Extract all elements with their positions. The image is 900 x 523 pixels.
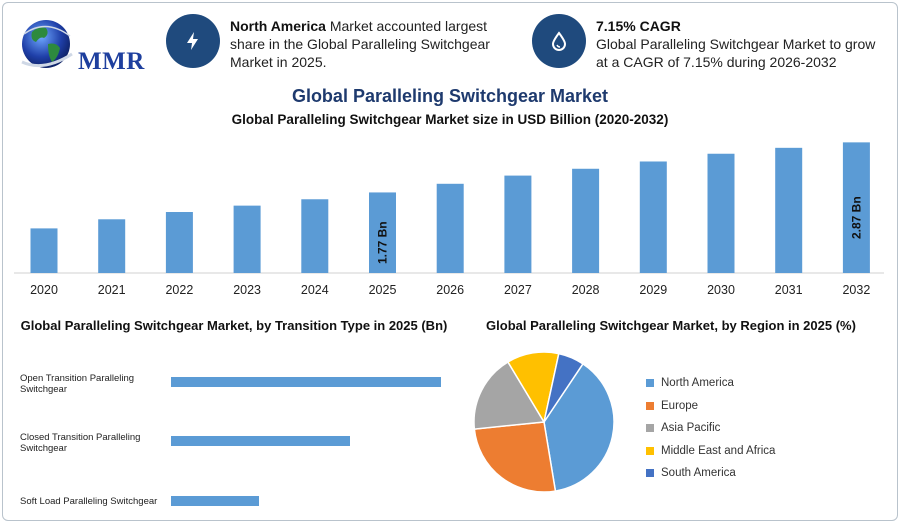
legend-label: North America — [661, 377, 734, 390]
data-label-2032: 2.87 Bn — [849, 196, 863, 239]
pie-slice-0 — [543, 362, 615, 492]
legend-swatch — [646, 379, 654, 388]
highlight-text: Global Paralleling Switchgear Market to … — [596, 36, 876, 70]
market-size-bar-chart: 2020 2021 2022 2023 2024 2025 1.77 Bn 2026 2027 2… — [14, 142, 884, 297]
bar-2020 — [30, 228, 58, 273]
logo-text: MMR — [78, 48, 145, 75]
legend-swatch — [646, 469, 654, 478]
x-tick-2030: 2030 — [707, 283, 735, 297]
legend-item-1: Europe — [646, 395, 775, 418]
highlight-north-america: North America Market accounted largest s… — [230, 17, 505, 71]
transition-label-0: Open Transition Paralleling Switchgear — [20, 373, 135, 395]
bar-2024 — [301, 199, 329, 273]
highlight-text: Market accounted largest share in the Gl… — [230, 18, 490, 70]
bar-2031 — [775, 147, 803, 273]
data-label-2025: 1.77 Bn — [376, 221, 390, 264]
x-tick-2032: 2032 — [842, 283, 870, 297]
drop-icon — [532, 14, 586, 68]
transition-chart-title: Global Paralleling Switchgear Market, by… — [20, 318, 448, 333]
pie-slice-1 — [473, 421, 557, 493]
transition-bar-1 — [171, 436, 351, 446]
bar-2023 — [233, 205, 261, 273]
bar-2030 — [707, 153, 735, 273]
mmr-logo: MMR — [14, 14, 144, 80]
highlight-bold: 7.15% CAGR — [596, 18, 681, 34]
highlight-bold: North America — [230, 18, 326, 34]
bar-2032 — [842, 142, 870, 273]
legend-label: South America — [661, 467, 736, 480]
bar-2026 — [436, 183, 464, 273]
x-tick-2020: 2020 — [30, 283, 58, 297]
x-tick-2023: 2023 — [233, 283, 261, 297]
x-tick-2021: 2021 — [98, 283, 126, 297]
region-pie-chart — [473, 351, 615, 493]
bar-2029 — [639, 161, 667, 273]
pie-slice-2 — [473, 360, 546, 430]
x-tick-2027: 2027 — [504, 283, 532, 297]
bar-2025 — [369, 192, 396, 273]
bar-2022 — [165, 212, 193, 273]
legend-swatch — [646, 401, 654, 410]
x-tick-2029: 2029 — [639, 283, 667, 297]
bar-2028 — [572, 168, 600, 273]
legend-swatch — [646, 446, 654, 455]
legend-label: Middle East and Africa — [661, 444, 776, 457]
transition-label-2: Soft Load Paralleling Switchgear — [20, 496, 158, 507]
legend-swatch — [646, 424, 654, 433]
legend-item-0: North America — [646, 372, 775, 395]
region-chart-title: Global Paralleling Switchgear Market, by… — [486, 318, 856, 333]
region-legend: North America Europe Asia Pacific Middle Ea… — [646, 372, 775, 485]
transition-label-1: Closed Transition Paralleling Switchgear — [20, 432, 141, 454]
x-tick-2024: 2024 — [301, 283, 329, 297]
legend-label: Europe — [661, 399, 699, 412]
x-tick-2031: 2031 — [775, 283, 803, 297]
x-tick-2025: 2025 — [369, 283, 397, 297]
pie-slice-4 — [543, 352, 584, 423]
globe-icon — [21, 20, 73, 68]
legend-label: Asia Pacific — [661, 422, 721, 435]
bar-chart-title: Global Paralleling Switchgear Market siz… — [231, 112, 669, 127]
x-tick-2022: 2022 — [165, 283, 193, 297]
transition-bar-2 — [171, 496, 260, 506]
transition-bar-0 — [171, 377, 441, 387]
page-title: Global Paralleling Switchgear Market — [291, 86, 609, 106]
legend-item-3: Middle East and Africa — [646, 440, 775, 463]
highlight-cagr: 7.15% CAGR Global Paralleling Switchgear … — [596, 17, 886, 71]
x-tick-2026: 2026 — [436, 283, 464, 297]
legend-item-4: South America — [646, 462, 775, 485]
bar-2027 — [504, 175, 532, 273]
lightning-icon — [166, 14, 220, 68]
bar-2021 — [98, 219, 126, 273]
x-tick-2028: 2028 — [572, 283, 600, 297]
legend-item-2: Asia Pacific — [646, 417, 775, 440]
